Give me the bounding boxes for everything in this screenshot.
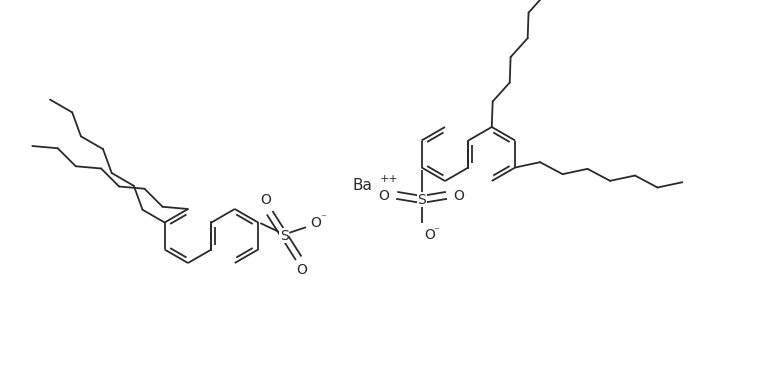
Text: S: S <box>417 193 426 207</box>
Text: O: O <box>453 188 465 203</box>
Text: O: O <box>425 227 436 242</box>
Text: ⁻: ⁻ <box>433 227 439 237</box>
Text: O: O <box>261 193 272 208</box>
Text: O: O <box>310 217 321 230</box>
Text: Ba: Ba <box>352 178 372 193</box>
Text: O: O <box>379 188 390 203</box>
Text: O: O <box>297 264 308 278</box>
Text: ⁻: ⁻ <box>320 213 326 223</box>
Text: ++: ++ <box>380 174 399 184</box>
Text: S: S <box>280 229 288 242</box>
